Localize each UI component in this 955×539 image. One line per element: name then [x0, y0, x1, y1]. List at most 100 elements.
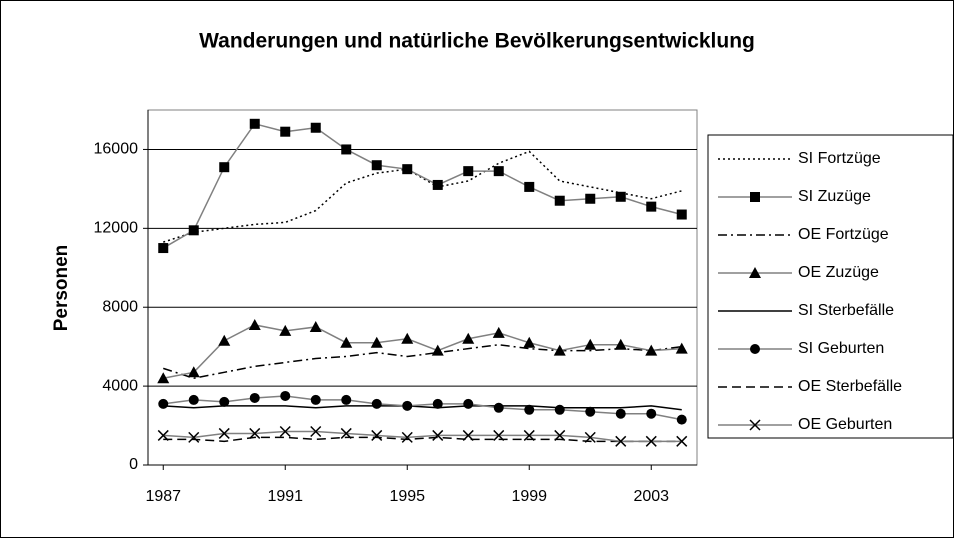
marker [340, 427, 352, 439]
marker [401, 431, 413, 443]
marker [309, 320, 322, 332]
marker [249, 392, 260, 403]
legend-label: OE Fortzüge [798, 226, 889, 243]
marker [188, 431, 200, 443]
marker [675, 342, 688, 354]
y-tick-label: 4000 [102, 377, 138, 394]
marker [248, 318, 261, 330]
marker [371, 160, 382, 171]
marker [279, 425, 291, 438]
y-tick-label: 0 [129, 456, 138, 473]
marker [493, 429, 505, 441]
marker [402, 164, 413, 175]
marker [310, 122, 321, 133]
x-tick-label: 1987 [145, 488, 181, 505]
legend-label: OE Sterbefälle [798, 378, 902, 395]
legend-label: SI Sterbefälle [798, 302, 894, 319]
series-line [163, 430, 682, 443]
y-axis-label: Personen [51, 245, 72, 332]
marker [553, 344, 566, 356]
legend-label: OE Zuzüge [798, 264, 879, 281]
marker [158, 243, 169, 254]
series-line [163, 324, 682, 379]
marker [524, 181, 535, 192]
marker [371, 398, 382, 409]
marker [188, 225, 199, 236]
marker [371, 429, 383, 441]
marker [462, 332, 475, 344]
marker [432, 398, 443, 409]
marker [280, 390, 291, 401]
marker [492, 326, 505, 338]
x-tick-label: 1995 [389, 488, 425, 505]
marker [432, 179, 443, 190]
x-tick-label: 1991 [267, 488, 303, 505]
x-tick-label: 2003 [633, 488, 669, 505]
marker [219, 162, 230, 173]
y-tick-label: 8000 [102, 298, 138, 315]
marker [249, 118, 260, 129]
marker [340, 336, 353, 348]
series-line [162, 122, 682, 249]
marker [157, 372, 170, 384]
legend-marker [749, 267, 761, 278]
marker [249, 427, 261, 439]
legend-label: SI Geburten [798, 340, 884, 357]
marker [280, 126, 291, 137]
marker [370, 336, 383, 348]
marker [554, 429, 566, 441]
marker [219, 396, 230, 407]
marker [279, 324, 292, 336]
marker [157, 429, 169, 441]
x-tick-label: 1999 [511, 488, 547, 505]
marker [584, 338, 597, 350]
marker [615, 408, 626, 419]
y-tick-label: 12000 [94, 220, 139, 237]
legend [707, 134, 954, 439]
marker [614, 338, 627, 350]
marker [432, 429, 444, 441]
marker [402, 400, 413, 411]
marker [310, 425, 322, 438]
series-line [163, 343, 682, 379]
marker [218, 427, 230, 439]
marker [645, 435, 657, 447]
marker [187, 366, 200, 378]
marker [615, 435, 627, 447]
marker [310, 394, 321, 405]
marker [585, 193, 596, 204]
marker [493, 166, 504, 177]
series-line [163, 395, 682, 421]
legend-label: OE Geburten [798, 416, 892, 433]
marker [188, 394, 199, 405]
marker [431, 344, 444, 356]
marker [676, 414, 687, 425]
legend-marker [750, 344, 760, 354]
marker [585, 406, 596, 417]
marker [462, 429, 474, 441]
marker [523, 336, 536, 348]
marker [676, 209, 687, 220]
marker [584, 431, 596, 443]
marker [615, 191, 626, 202]
marker [645, 344, 658, 356]
marker [158, 398, 169, 409]
legend-label: SI Fortzüge [798, 150, 881, 167]
marker [463, 166, 474, 177]
plot-area [147, 109, 698, 466]
marker [493, 402, 504, 413]
marker [341, 144, 352, 155]
marker [341, 394, 352, 405]
legend-marker [749, 419, 761, 431]
marker [646, 408, 657, 419]
marker [676, 435, 688, 447]
series-line [163, 405, 682, 411]
legend-marker [750, 192, 760, 202]
marker [463, 398, 474, 409]
marker [523, 429, 535, 441]
marker [554, 404, 565, 415]
legend-label: SI Zuzüge [798, 188, 871, 205]
marker [401, 332, 414, 344]
marker [554, 195, 565, 206]
